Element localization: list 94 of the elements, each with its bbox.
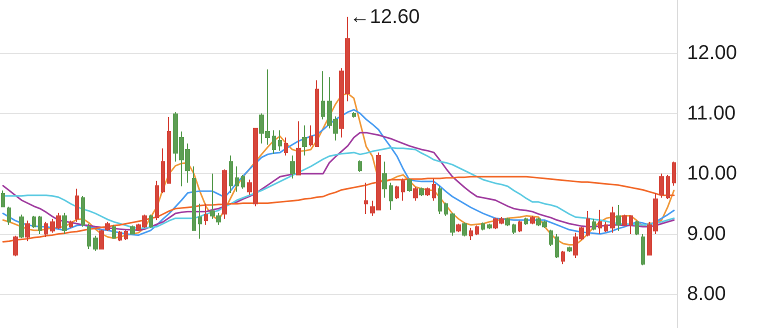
candlestick xyxy=(487,223,492,230)
y-tick-label: 8.00 xyxy=(687,283,726,306)
line-series xyxy=(2,92,675,246)
candlestick xyxy=(204,203,208,226)
candlestick xyxy=(278,130,282,152)
candlestick xyxy=(161,148,165,194)
candlestick xyxy=(407,178,412,192)
candlestick xyxy=(672,161,676,186)
candlestick xyxy=(192,166,196,231)
candlestick xyxy=(505,217,510,227)
candlestick xyxy=(462,222,467,237)
candlestick xyxy=(456,223,461,233)
candlestick xyxy=(302,124,307,156)
candlestick xyxy=(62,212,67,234)
candlestick xyxy=(32,215,36,228)
candlestick xyxy=(432,178,436,202)
candlestick xyxy=(518,220,522,233)
candlestick xyxy=(567,246,572,253)
candlestick xyxy=(1,190,5,208)
candlestick xyxy=(321,70,325,120)
candlestick xyxy=(604,221,608,233)
line-series xyxy=(2,132,675,232)
candlestick xyxy=(352,112,356,118)
candlestick xyxy=(413,186,418,202)
annotation: ←12.60 xyxy=(350,6,420,28)
candlestick xyxy=(25,220,30,242)
candlestick xyxy=(99,229,104,250)
candlestick xyxy=(530,215,535,225)
candlestick xyxy=(290,155,295,179)
candlestick xyxy=(419,187,424,196)
candlestick xyxy=(149,214,153,228)
candlestick xyxy=(235,166,239,192)
candlestick xyxy=(481,222,485,231)
candlestick xyxy=(272,130,276,154)
candlestick xyxy=(309,124,313,148)
candlestick xyxy=(382,161,387,198)
candlestick xyxy=(284,136,288,156)
candlestick xyxy=(69,220,73,228)
candlestick xyxy=(38,215,42,234)
candlestick xyxy=(629,215,633,234)
candlestick xyxy=(167,116,171,184)
candlestick xyxy=(198,203,202,240)
candlestick xyxy=(469,227,473,240)
candlestick xyxy=(622,214,627,227)
y-tick-label: 12.00 xyxy=(687,42,738,64)
candlestick xyxy=(475,225,479,236)
candlestick xyxy=(296,120,301,176)
candlestick xyxy=(616,204,621,232)
candlestick xyxy=(524,217,528,226)
candlestick xyxy=(549,229,553,246)
candlestick xyxy=(555,233,559,259)
candlestick xyxy=(598,209,602,234)
candlestick xyxy=(592,218,596,231)
candlestick xyxy=(155,180,159,221)
candlestick xyxy=(93,235,98,252)
candlestick xyxy=(358,160,362,172)
candlestick xyxy=(241,174,245,190)
candlestick xyxy=(438,185,442,215)
candlestick xyxy=(105,221,110,232)
y-tick-label: 11.00 xyxy=(687,102,736,124)
candlestick xyxy=(81,195,85,228)
candlestick xyxy=(222,168,227,220)
candlestick xyxy=(561,250,565,265)
candlestick xyxy=(450,212,455,236)
candlestick xyxy=(19,214,24,239)
candlestick xyxy=(610,206,615,234)
candlestick xyxy=(87,223,91,250)
candlestick xyxy=(7,206,11,226)
candlestick xyxy=(659,173,664,198)
candlestick xyxy=(75,188,79,222)
candlestick xyxy=(364,182,368,215)
candlestick xyxy=(124,230,128,240)
candlestick xyxy=(389,182,393,210)
candlestick xyxy=(512,223,516,234)
y-tick-label: 10.00 xyxy=(687,162,738,185)
candlestick xyxy=(229,155,233,194)
candlestick xyxy=(586,210,590,237)
candlestick xyxy=(112,224,116,239)
candlestick xyxy=(641,233,645,266)
candlestick xyxy=(315,80,319,148)
candlestick xyxy=(444,202,448,216)
candlestick xyxy=(44,221,48,238)
candlestick xyxy=(395,185,399,200)
candlestick xyxy=(13,235,18,257)
y-tick-label: 9.00 xyxy=(687,222,726,245)
candlestick xyxy=(130,225,135,234)
candlestick xyxy=(425,187,430,196)
candlestick xyxy=(118,230,122,242)
line-series xyxy=(2,146,675,230)
candlestick xyxy=(401,178,405,202)
line-series xyxy=(2,108,675,236)
line-series xyxy=(2,176,675,243)
candlestick xyxy=(635,220,639,236)
candlestick xyxy=(666,174,670,200)
